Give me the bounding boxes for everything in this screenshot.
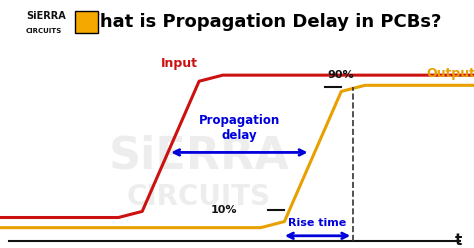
Text: t: t (455, 233, 463, 248)
Text: 10%: 10% (210, 205, 237, 215)
Text: Output: Output (427, 67, 474, 80)
Text: Rise time: Rise time (289, 218, 346, 228)
Text: Input: Input (161, 57, 198, 70)
Text: Propagation
delay: Propagation delay (199, 114, 280, 142)
Text: SiERRA: SiERRA (109, 135, 290, 178)
Text: What is Propagation Delay in PCBs?: What is Propagation Delay in PCBs? (80, 13, 441, 31)
Text: 90%: 90% (327, 70, 354, 80)
FancyBboxPatch shape (75, 11, 98, 33)
Text: SiERRA: SiERRA (26, 11, 66, 21)
Text: CIRCUITS: CIRCUITS (26, 28, 62, 34)
Text: CIRCUITS: CIRCUITS (127, 183, 271, 211)
